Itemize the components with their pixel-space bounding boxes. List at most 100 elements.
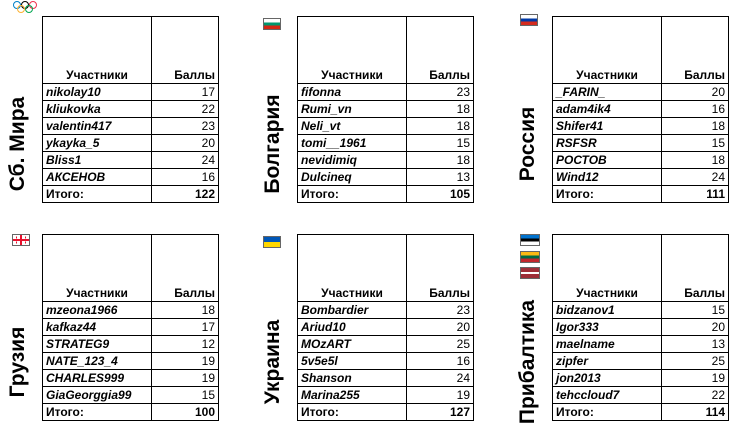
participant-score: 24: [661, 168, 729, 186]
table-row: _FARIN_ 20: [552, 83, 729, 101]
total-row: Итого: 111: [552, 185, 729, 203]
latvia-flag-icon: [520, 267, 540, 279]
table-row: Ariud10 20: [297, 318, 474, 336]
table-row: GiaGeorggia99 15: [42, 386, 219, 404]
table-row: STRATEG9 12: [42, 335, 219, 353]
team-title: Россия: [516, 106, 539, 181]
header-participants: Участники: [42, 234, 152, 302]
participant-name: RSFSR: [552, 134, 662, 152]
participant-name: Dulcineq: [297, 168, 407, 186]
participant-score: 17: [151, 83, 219, 101]
participant-score: 15: [151, 386, 219, 404]
table-row: zipfer 25: [552, 352, 729, 370]
participant-name: Shanson: [297, 369, 407, 387]
header-points: Баллы: [151, 16, 219, 84]
total-row: Итого: 100: [42, 403, 219, 421]
participant-name: tehccloud7: [552, 386, 662, 404]
table-row: Wind12 24: [552, 168, 729, 186]
header-points: Баллы: [661, 16, 729, 84]
participant-name: 5v5e5l: [297, 352, 407, 370]
table-row: Shifer41 18: [552, 117, 729, 135]
participant-name: nikolay10: [42, 83, 152, 101]
participant-score: 105: [406, 185, 474, 203]
table-row: mzeona1966 18: [42, 301, 219, 319]
participant-name: fifonna: [297, 83, 407, 101]
table-row: CHARLES999 19: [42, 369, 219, 387]
table-row: Neli_vt 18: [297, 117, 474, 135]
participant-score: 122: [151, 185, 219, 203]
participant-score: 18: [406, 100, 474, 118]
participant-name: CHARLES999: [42, 369, 152, 387]
participant-name: GiaGeorggia99: [42, 386, 152, 404]
team-block-russia: Россия Участники Баллы _FARIN_ 20 adam4ik4…: [510, 14, 735, 216]
participant-name: Igor333: [552, 318, 662, 336]
total-row: Итого: 127: [297, 403, 474, 421]
participant-score: 20: [151, 134, 219, 152]
table-row: bidzanov1 15: [552, 301, 729, 319]
participant-name: MOzART: [297, 335, 407, 353]
participant-score: 24: [406, 369, 474, 387]
table-row: maelname 13: [552, 335, 729, 353]
table-row: АКСЕНОВ 16: [42, 168, 219, 186]
participant-name: Итого:: [297, 185, 407, 203]
participant-name: Marina255: [297, 386, 407, 404]
participant-name: Rumi_vn: [297, 100, 407, 118]
table-row: 5v5e5l 16: [297, 352, 474, 370]
participant-score: 16: [661, 100, 729, 118]
team-block-georgia: Грузия Участники Баллы mzeona1966 18 kafka…: [0, 234, 225, 434]
participant-score: 25: [661, 352, 729, 370]
participant-score: 22: [151, 100, 219, 118]
team-block-baltic: Прибалтика Участники Баллы bidzanov1 15 Ig…: [510, 234, 735, 434]
total-row: Итого: 105: [297, 185, 474, 203]
participant-name: kafkaz44: [42, 318, 152, 336]
team-title: Прибалтика: [516, 299, 539, 424]
header-participants: Участники: [297, 234, 407, 302]
georgia-flag-icon: [12, 234, 30, 246]
participant-score: 19: [406, 386, 474, 404]
participant-score: 19: [151, 352, 219, 370]
table-row: Dulcineq 13: [297, 168, 474, 186]
participant-score: 18: [661, 151, 729, 169]
participant-name: adam4ik4: [552, 100, 662, 118]
participant-name: Bliss1: [42, 151, 152, 169]
participant-name: NATE_123_4: [42, 352, 152, 370]
lithuania-flag-icon: [520, 251, 540, 263]
participant-name: АКСЕНОВ: [42, 168, 152, 186]
participant-name: _FARIN_: [552, 83, 662, 101]
table-row: valentin417 23: [42, 117, 219, 135]
participant-score: 20: [661, 83, 729, 101]
russia-flag-icon: [520, 14, 538, 26]
olympic-rings-icon: [12, 0, 40, 14]
participant-name: Итого:: [552, 185, 662, 203]
table-row: Bombardier 23: [297, 301, 474, 319]
team-block-ukraine: Украина Участники Баллы Bombardier 23 Ariu…: [255, 234, 480, 434]
table-row: Rumi_vn 18: [297, 100, 474, 118]
participant-score: 19: [661, 369, 729, 387]
participant-score: 18: [406, 117, 474, 135]
participant-score: 20: [406, 318, 474, 336]
header-points: Баллы: [151, 234, 219, 302]
participant-name: Итого:: [42, 403, 152, 421]
total-row: Итого: 114: [552, 403, 729, 421]
table-row: RSFSR 15: [552, 134, 729, 152]
participant-score: 23: [151, 117, 219, 135]
participant-name: Итого:: [552, 403, 662, 421]
table-row: Igor333 20: [552, 318, 729, 336]
participant-name: jon2013: [552, 369, 662, 387]
team-title: Украина: [261, 319, 284, 404]
header-participants: Участники: [552, 234, 662, 302]
table-row: jon2013 19: [552, 369, 729, 387]
header-points: Баллы: [406, 234, 474, 302]
participant-score: 114: [661, 403, 729, 421]
participant-score: 127: [406, 403, 474, 421]
participant-name: kliukovka: [42, 100, 152, 118]
table-row: РОСТОВ 18: [552, 151, 729, 169]
participant-name: tomi__1961: [297, 134, 407, 152]
participant-name: Итого:: [42, 185, 152, 203]
header-points: Баллы: [406, 16, 474, 84]
team-title: Грузия: [6, 326, 29, 397]
table-row: Bliss1 24: [42, 151, 219, 169]
score-table: Участники Баллы Bombardier 23 Ariud10 20 MO…: [297, 234, 474, 421]
participant-score: 20: [661, 318, 729, 336]
participant-score: 16: [406, 352, 474, 370]
